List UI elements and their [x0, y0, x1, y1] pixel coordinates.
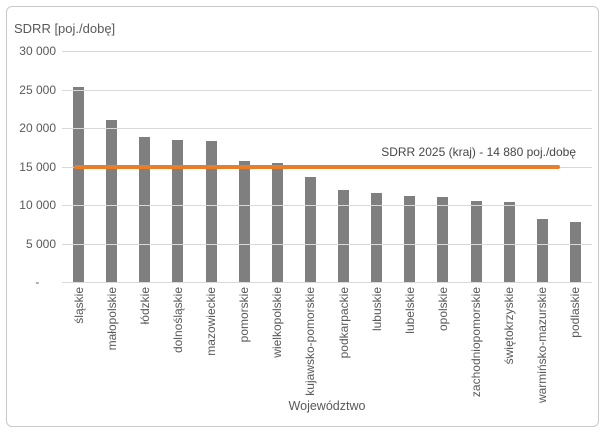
bar — [238, 161, 250, 282]
x-category-label: małopolskie — [104, 287, 119, 351]
x-axis-line — [62, 282, 592, 283]
bar — [271, 163, 283, 282]
x-category-label: wielkopolskie — [270, 287, 285, 358]
bar-slot — [161, 51, 194, 282]
x-category-label: podkarpackie — [336, 287, 351, 359]
x-category-label: mazowieckie — [204, 287, 219, 356]
gridline — [62, 243, 592, 245]
bar-slot — [493, 51, 526, 282]
x-category-label: zachodniopomorskie — [469, 287, 484, 398]
reference-line — [74, 165, 560, 170]
x-category-label: kujawsko-pomorskie — [303, 287, 318, 396]
bar — [139, 137, 151, 282]
x-label-slot: pomorskie — [228, 287, 261, 342]
x-label-slot: świętokrzyskie — [493, 287, 526, 364]
bar-slot — [195, 51, 228, 282]
bar-slot — [460, 51, 493, 282]
bar-slot — [294, 51, 327, 282]
chart-frame — [6, 6, 599, 427]
x-label-slot: łódzkie — [128, 287, 161, 324]
x-category-label: lubuskie — [369, 287, 384, 332]
x-category-label: świętokrzyskie — [502, 287, 517, 365]
y-tick-label: 20 000 — [19, 121, 56, 135]
x-label-slot: kujawsko-pomorskie — [294, 287, 327, 396]
x-label-slot: podlaskie — [559, 287, 592, 338]
x-category-label: warmińsko-mazurskie — [535, 287, 550, 404]
x-label-slot: podkarpackie — [327, 287, 360, 358]
x-label-slot: lubelskie — [393, 287, 426, 334]
bar-slot — [228, 51, 261, 282]
bar — [569, 221, 581, 282]
bar-slot — [360, 51, 393, 282]
x-label-slot: dolnośląskie — [161, 287, 194, 353]
bar — [304, 176, 316, 282]
bars-row — [62, 51, 592, 282]
bar — [172, 140, 184, 282]
bar-slot — [261, 51, 294, 282]
bar-slot — [526, 51, 559, 282]
bar — [404, 195, 416, 282]
x-label-slot: wielkopolskie — [261, 287, 294, 358]
x-label-slot: warmińsko-mazurskie — [526, 287, 559, 403]
reference-line-label: SDRR 2025 (kraj) - 14 880 poj./dobę — [381, 145, 576, 160]
bar — [106, 120, 118, 282]
bar — [371, 192, 383, 282]
x-axis-labels: śląskie małopolskie łódzkie dolnośląskie maz… — [62, 287, 592, 403]
y-tick-label: - — [35, 275, 56, 289]
x-label-slot: mazowieckie — [195, 287, 228, 356]
x-category-label: łódzkie — [137, 287, 152, 325]
gridline — [62, 205, 592, 206]
gridline — [62, 51, 592, 52]
x-label-slot: małopolskie — [95, 287, 128, 350]
y-axis-title: SDRR [poj./dobę] — [14, 21, 116, 36]
bar — [470, 201, 482, 282]
bar — [73, 87, 85, 282]
y-tick-label: 5 000 — [25, 236, 56, 251]
bar-slot — [559, 51, 592, 282]
y-tick-label: 25 000 — [19, 82, 56, 97]
plot-area: SDRR 2025 (kraj) - 14 880 poj./dobę - 5 … — [19, 44, 592, 289]
x-category-label: śląskie — [71, 287, 86, 324]
bar — [338, 189, 350, 282]
x-label-slot: zachodniopomorskie — [460, 287, 493, 397]
x-category-label: podlaskie — [568, 287, 583, 338]
bar-slot — [62, 51, 95, 282]
bar-slot — [128, 51, 161, 282]
x-axis-title: Województwo — [288, 399, 366, 413]
bar-slot — [393, 51, 426, 282]
bar-slot — [95, 51, 128, 282]
bar — [536, 218, 548, 282]
x-category-label: pomorskie — [237, 287, 252, 343]
gridline — [62, 89, 592, 91]
y-tick-label: 15 000 — [19, 159, 56, 174]
x-label-slot: lubuskie — [360, 287, 393, 331]
y-tick-label: 10 000 — [19, 198, 56, 212]
bar — [437, 197, 449, 282]
x-category-label: lubelskie — [402, 287, 417, 334]
x-category-label: dolnośląskie — [170, 287, 185, 354]
y-tick-label: 30 000 — [19, 44, 56, 58]
bar — [503, 201, 515, 282]
x-label-slot: opolskie — [426, 287, 459, 331]
bar — [205, 141, 217, 282]
bar-slot — [327, 51, 360, 282]
gridline — [62, 128, 592, 129]
x-category-label: opolskie — [435, 287, 450, 332]
x-label-slot: śląskie — [62, 287, 95, 324]
bar-slot — [426, 51, 459, 282]
